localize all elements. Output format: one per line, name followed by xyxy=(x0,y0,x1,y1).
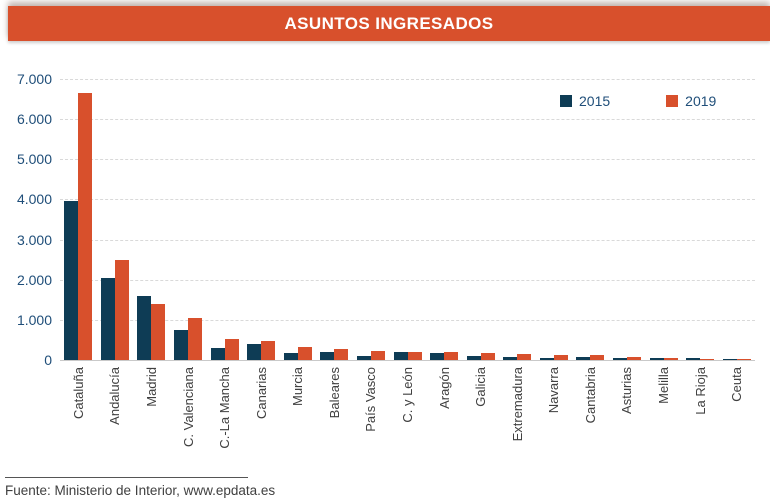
x-tick-label-país-vasco: País Vasco xyxy=(363,367,378,432)
bar-2019-canarias xyxy=(261,341,275,360)
bar-2015-c-y-león xyxy=(394,352,408,360)
gridline-3000 xyxy=(60,239,755,241)
bar-2019-c-la-mancha xyxy=(225,339,239,360)
bar-2015-canarias xyxy=(247,344,261,360)
footer: Fuente: Ministerio de Interior, www.epda… xyxy=(5,477,275,498)
bar-2019-andalucía xyxy=(115,260,129,360)
bar-2019-asturias xyxy=(627,357,641,360)
y-tick-label-7000: 7.000 xyxy=(16,71,52,87)
y-tick-label-4000: 4.000 xyxy=(16,191,52,208)
bar-2015-murcia xyxy=(284,353,298,360)
legend-item-2019: 2019 xyxy=(666,93,716,109)
y-tick-label-1000: 1.000 xyxy=(16,311,52,328)
bar-2015-cataluña xyxy=(64,201,78,360)
x-tick-label-baleares: Baleares xyxy=(327,367,342,419)
legend-swatch-2015 xyxy=(560,95,572,107)
bar-2019-c-y-león xyxy=(408,352,422,360)
x-tick-label-c-y-león: C. y León xyxy=(400,367,415,423)
bar-2015-c-la-mancha xyxy=(211,348,225,360)
gridline-7000 xyxy=(60,79,755,80)
legend-label-2019: 2019 xyxy=(685,93,717,109)
bar-2019-aragón xyxy=(444,352,458,360)
bar-2019-melilla xyxy=(664,358,678,360)
x-tick-label-madrid: Madrid xyxy=(144,367,159,407)
bar-2019-la-rioja xyxy=(700,359,714,360)
y-tick-label-5000: 5.000 xyxy=(16,151,52,168)
x-tick-label-asturias: Asturias xyxy=(619,367,634,414)
x-tick-label-c-valenciana: C. Valenciana xyxy=(181,367,196,447)
bar-2019-murcia xyxy=(298,347,312,360)
legend-swatch-2019 xyxy=(666,95,679,107)
bar-2019-galicia xyxy=(481,353,495,360)
x-tick-label-extremadura: Extremadura xyxy=(510,367,525,442)
bar-2015-madrid xyxy=(137,296,151,360)
x-tick-label-navarra: Navarra xyxy=(546,367,561,414)
bar-2015-galicia xyxy=(467,356,481,360)
y-tick-label-6000: 6.000 xyxy=(16,111,52,128)
gridline-5000 xyxy=(60,159,755,161)
bar-2015-cantabria xyxy=(576,357,590,360)
bar-2015-asturias xyxy=(613,358,627,360)
bar-2015-melilla xyxy=(650,358,664,360)
legend-item-2015: 2015 xyxy=(560,93,610,109)
gridline-1000 xyxy=(60,319,755,321)
bar-2015-extremadura xyxy=(503,357,517,360)
bar-chart: 0 1.000 2.000 3.000 4.000 5.000 6.000 7.000 Cat… xyxy=(0,41,770,471)
x-tick-label-cataluña: Cataluña xyxy=(71,367,86,420)
bar-2015-andalucía xyxy=(101,278,115,360)
x-tick-label-galicia: Galicia xyxy=(473,367,488,407)
chart-title-bar: ASUNTOS INGRESADOS xyxy=(8,6,770,41)
bar-2015-país-vasco xyxy=(357,356,371,360)
bar-2019-país-vasco xyxy=(371,351,385,360)
x-tick-label-murcia: Murcia xyxy=(290,367,305,407)
bar-2019-madrid xyxy=(151,304,165,360)
bar-2019-c-valenciana xyxy=(188,318,202,360)
x-tick-label-andalucía: Andalucía xyxy=(107,367,122,425)
legend-label-2015: 2015 xyxy=(579,93,611,109)
bar-2015-navarra xyxy=(540,358,554,360)
gridline-2000 xyxy=(60,279,755,281)
y-tick-label-3000: 3.000 xyxy=(16,231,52,248)
bar-2015-baleares xyxy=(320,352,334,360)
bar-2019-baleares xyxy=(334,349,348,360)
y-tick-label-2000: 2.000 xyxy=(16,271,52,288)
source-note: Fuente: Ministerio de Interior, www.epda… xyxy=(5,483,276,498)
gridline-6000 xyxy=(60,119,755,121)
y-tick-label-0: 0 xyxy=(44,352,52,368)
bar-2019-cataluña xyxy=(78,93,92,360)
x-tick-label-ceuta: Ceuta xyxy=(729,367,744,402)
gridline-4000 xyxy=(60,199,755,201)
x-tick-label-la-rioja: La Rioja xyxy=(693,367,708,415)
x-tick-label-aragón: Aragón xyxy=(437,367,452,409)
chart-title: ASUNTOS INGRESADOS xyxy=(284,13,494,33)
bar-2015-c-valenciana xyxy=(174,330,188,360)
x-tick-label-c-la-mancha: C.-La Mancha xyxy=(217,367,232,449)
x-tick-label-melilla: Melilla xyxy=(656,367,671,404)
x-axis-line xyxy=(60,360,755,361)
legend: 2015 2019 xyxy=(560,93,716,109)
bar-2015-aragón xyxy=(430,353,444,360)
bar-2015-ceuta xyxy=(723,359,737,360)
bar-2019-navarra xyxy=(554,355,568,360)
bar-2019-extremadura xyxy=(517,354,531,360)
x-tick-label-canarias: Canarias xyxy=(254,367,269,420)
bar-2019-cantabria xyxy=(590,355,604,360)
bar-2015-la-rioja xyxy=(686,358,700,360)
bar-2019-ceuta xyxy=(737,359,751,360)
x-tick-label-cantabria: Cantabria xyxy=(583,367,598,424)
footer-rule xyxy=(5,477,248,478)
